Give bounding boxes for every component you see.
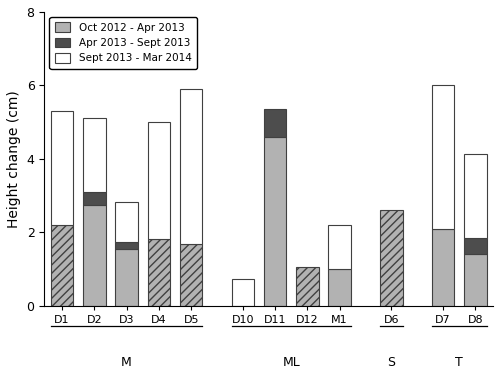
Bar xyxy=(83,192,106,205)
Legend: Oct 2012 - Apr 2013, Apr 2013 - Sept 2013, Sept 2013 - Mar 2014: Oct 2012 - Apr 2013, Apr 2013 - Sept 201… xyxy=(50,17,197,69)
Bar xyxy=(328,269,351,306)
Bar xyxy=(296,267,318,306)
Bar xyxy=(83,119,106,192)
Bar xyxy=(180,244,203,306)
Bar xyxy=(264,109,286,137)
Bar xyxy=(380,210,402,306)
Text: ML: ML xyxy=(282,356,300,369)
Bar xyxy=(328,225,351,269)
Text: S: S xyxy=(388,356,396,369)
Bar xyxy=(464,238,486,254)
Text: M: M xyxy=(121,356,132,369)
Bar xyxy=(464,154,486,238)
Bar xyxy=(116,202,138,242)
Bar xyxy=(83,205,106,306)
Text: T: T xyxy=(456,356,463,369)
Bar xyxy=(432,229,454,306)
Bar xyxy=(464,254,486,306)
Bar xyxy=(116,242,138,249)
Bar xyxy=(148,239,170,306)
Bar xyxy=(180,89,203,244)
Bar xyxy=(264,137,286,306)
Bar xyxy=(116,249,138,306)
Bar xyxy=(50,111,74,225)
Bar xyxy=(148,122,170,239)
Bar xyxy=(232,279,254,306)
Y-axis label: Height change (cm): Height change (cm) xyxy=(7,90,21,228)
Bar xyxy=(432,85,454,229)
Bar xyxy=(50,225,74,306)
